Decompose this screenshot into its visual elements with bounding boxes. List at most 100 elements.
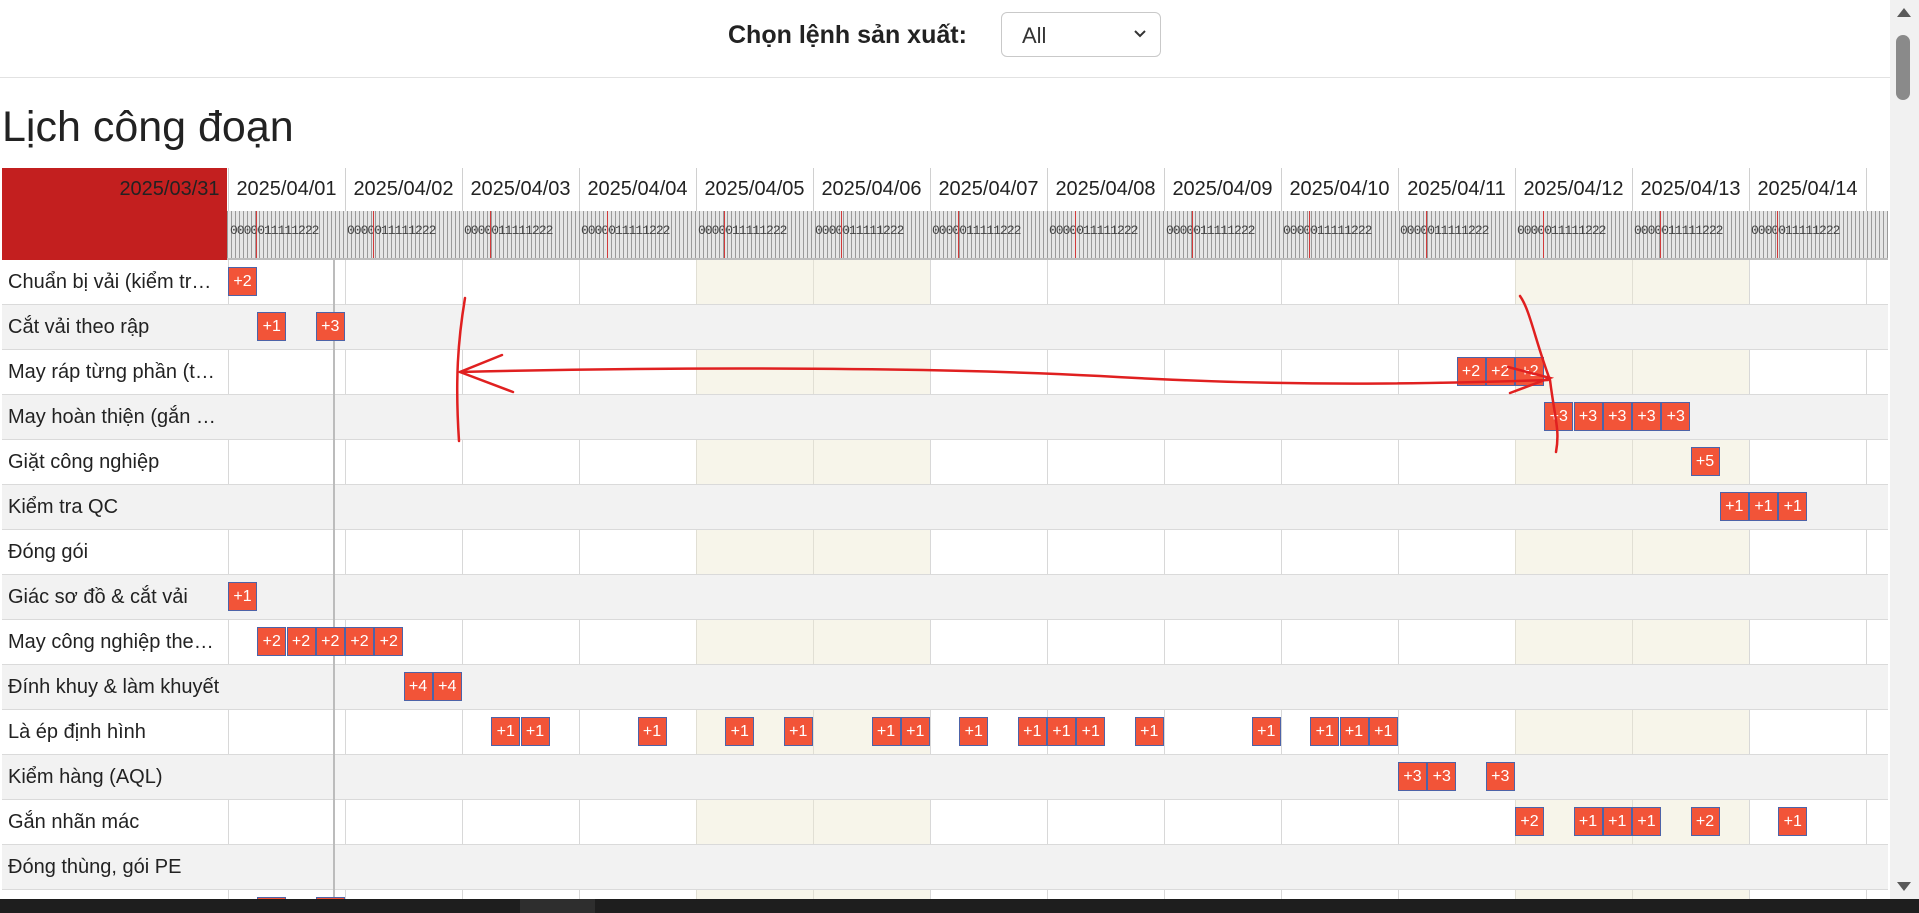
task-block[interactable]: +3 xyxy=(1632,402,1661,431)
task-block[interactable]: +3 xyxy=(1602,402,1632,431)
task-block[interactable]: +3 xyxy=(1544,402,1574,431)
app-window: Chọn lệnh sản xuất: All Lịch công đoạn 2… xyxy=(0,0,1890,899)
date-header-cell: 2025/04/13 xyxy=(1632,168,1750,211)
schedule-row: Đóng gói xyxy=(2,530,1888,575)
task-block[interactable]: +2 xyxy=(1485,357,1515,386)
task-block[interactable]: +4 xyxy=(403,672,433,701)
task-block[interactable]: +1 xyxy=(783,717,813,746)
task-block[interactable]: +2 xyxy=(315,627,345,656)
chevron-down-icon xyxy=(1134,30,1146,38)
task-block[interactable]: +1 xyxy=(257,312,287,341)
task-block[interactable]: +1 xyxy=(228,582,257,611)
task-block[interactable]: +5 xyxy=(1690,447,1720,476)
row-label: Gắn nhãn mác xyxy=(8,811,140,833)
task-block[interactable]: +2 xyxy=(345,627,374,656)
filter-label: Chọn lệnh sản xuất: xyxy=(728,21,967,49)
task-block[interactable]: +1 xyxy=(1602,807,1632,836)
hour-tick-label: 0000011111222 xyxy=(1634,223,1723,238)
row-label: May hoàn thiện (gắn cổ, tay, khóa) xyxy=(8,406,222,428)
day-marker-tick xyxy=(373,211,374,258)
day-marker-tick xyxy=(1543,211,1544,258)
hour-tick-label: 0000011111222 xyxy=(1400,223,1489,238)
schedule-row: Đóng thùng, gói PE xyxy=(2,845,1888,890)
task-block[interactable]: +2 xyxy=(257,627,287,656)
task-block[interactable]: +1 xyxy=(959,717,989,746)
hour-ticks-header: 0000011111222 0000011111222 0000011111222 0… xyxy=(227,211,1888,260)
hour-tick-label: 0000011111222 xyxy=(230,223,319,238)
day-marker-tick xyxy=(841,211,842,258)
task-block[interactable]: +1 xyxy=(871,717,901,746)
task-block[interactable]: +3 xyxy=(1427,762,1457,791)
day-marker-tick xyxy=(1192,211,1193,258)
task-block[interactable]: +3 xyxy=(1485,762,1515,791)
hour-tick-label: 0000011111222 xyxy=(815,223,904,238)
date-header-cell: 2025/04/01 xyxy=(228,168,346,211)
task-block[interactable]: +1 xyxy=(1749,492,1778,521)
task-block[interactable]: +2 xyxy=(1456,357,1486,386)
task-block[interactable]: +3 xyxy=(1573,402,1603,431)
hour-tick-label: 0000011111222 xyxy=(698,223,787,238)
scroll-up-icon[interactable] xyxy=(1897,8,1911,17)
task-block[interactable]: +1 xyxy=(491,717,521,746)
task-block[interactable]: +1 xyxy=(1632,807,1661,836)
task-block[interactable]: +1 xyxy=(1719,492,1749,521)
day-marker-tick xyxy=(1075,211,1076,258)
schedule-row: Là ép định hình xyxy=(2,710,1888,755)
row-label: Là ép định hình xyxy=(8,721,146,743)
task-block[interactable]: +1 xyxy=(520,717,550,746)
day-marker-tick xyxy=(724,211,725,258)
task-block[interactable]: +1 xyxy=(1134,717,1164,746)
task-block[interactable]: +2 xyxy=(1690,807,1720,836)
task-block[interactable]: +1 xyxy=(1251,717,1281,746)
day-marker-tick xyxy=(1426,211,1427,258)
task-block[interactable]: +1 xyxy=(1076,717,1106,746)
filter-bar: Chọn lệnh sản xuất: All xyxy=(0,0,1890,78)
task-block[interactable] xyxy=(257,897,287,899)
scrollbar-thumb[interactable] xyxy=(1896,35,1910,100)
task-block[interactable]: +1 xyxy=(1017,717,1047,746)
task-block[interactable]: +4 xyxy=(432,672,462,701)
task-block[interactable]: +2 xyxy=(374,627,404,656)
task-block[interactable]: +1 xyxy=(1778,807,1808,836)
task-block[interactable] xyxy=(315,897,345,899)
schedule-row: Chuẩn bị vải (kiểm tra vải) xyxy=(2,260,1888,305)
task-block[interactable]: +1 xyxy=(725,717,755,746)
task-block[interactable]: +3 xyxy=(315,312,345,341)
task-block[interactable]: +1 xyxy=(1778,492,1808,521)
task-block[interactable]: +1 xyxy=(1310,717,1340,746)
date-header-cell: 2025/04/07 xyxy=(930,168,1048,211)
date-header: 2025/03/31 2025/04/01 2025/04/02 2025/04/03… xyxy=(119,168,1888,212)
task-block[interactable]: +1 xyxy=(1573,807,1603,836)
page-title: Lịch công đoạn xyxy=(2,103,294,151)
task-block[interactable]: +3 xyxy=(1398,762,1427,791)
task-block[interactable]: +2 xyxy=(228,267,257,296)
hour-tick-label: 0000011111222 xyxy=(1283,223,1372,238)
row-label: Chuẩn bị vải (kiểm tra vải) xyxy=(8,271,222,293)
day-marker-tick xyxy=(1309,211,1310,258)
task-block[interactable]: +1 xyxy=(1047,717,1076,746)
row-label: Giặt công nghiệp xyxy=(8,451,160,473)
production-order-select[interactable]: All xyxy=(1001,12,1161,57)
row-label: May công nghiệp theo chuyền xyxy=(8,631,222,653)
day-marker-tick xyxy=(1777,211,1778,258)
task-block[interactable]: +1 xyxy=(637,717,667,746)
task-block[interactable]: +2 xyxy=(1515,807,1544,836)
row-label: Đóng thùng, gói PE xyxy=(8,856,182,878)
today-marker xyxy=(333,260,335,899)
day-marker-tick xyxy=(1660,211,1661,258)
date-header-cell: 2025/04/02 xyxy=(345,168,463,211)
task-block[interactable]: +1 xyxy=(1368,717,1398,746)
date-header-cell: 2025/04/06 xyxy=(813,168,931,211)
task-block[interactable]: +3 xyxy=(1661,402,1691,431)
task-block[interactable]: +2 xyxy=(1515,357,1544,386)
schedule-row: Kiểm hàng (AQL) xyxy=(2,755,1888,800)
vertical-scrollbar[interactable] xyxy=(1890,0,1919,899)
task-block[interactable]: +2 xyxy=(286,627,316,656)
task-block[interactable]: +1 xyxy=(1339,717,1369,746)
taskbar-item[interactable] xyxy=(520,899,595,913)
task-block[interactable]: +1 xyxy=(900,717,930,746)
scroll-down-icon[interactable] xyxy=(1897,882,1911,891)
hour-tick-label: 0000011111222 xyxy=(1751,223,1840,238)
hour-tick-label: 0000011111222 xyxy=(581,223,670,238)
date-header-cell: 2025/04/12 xyxy=(1515,168,1633,211)
